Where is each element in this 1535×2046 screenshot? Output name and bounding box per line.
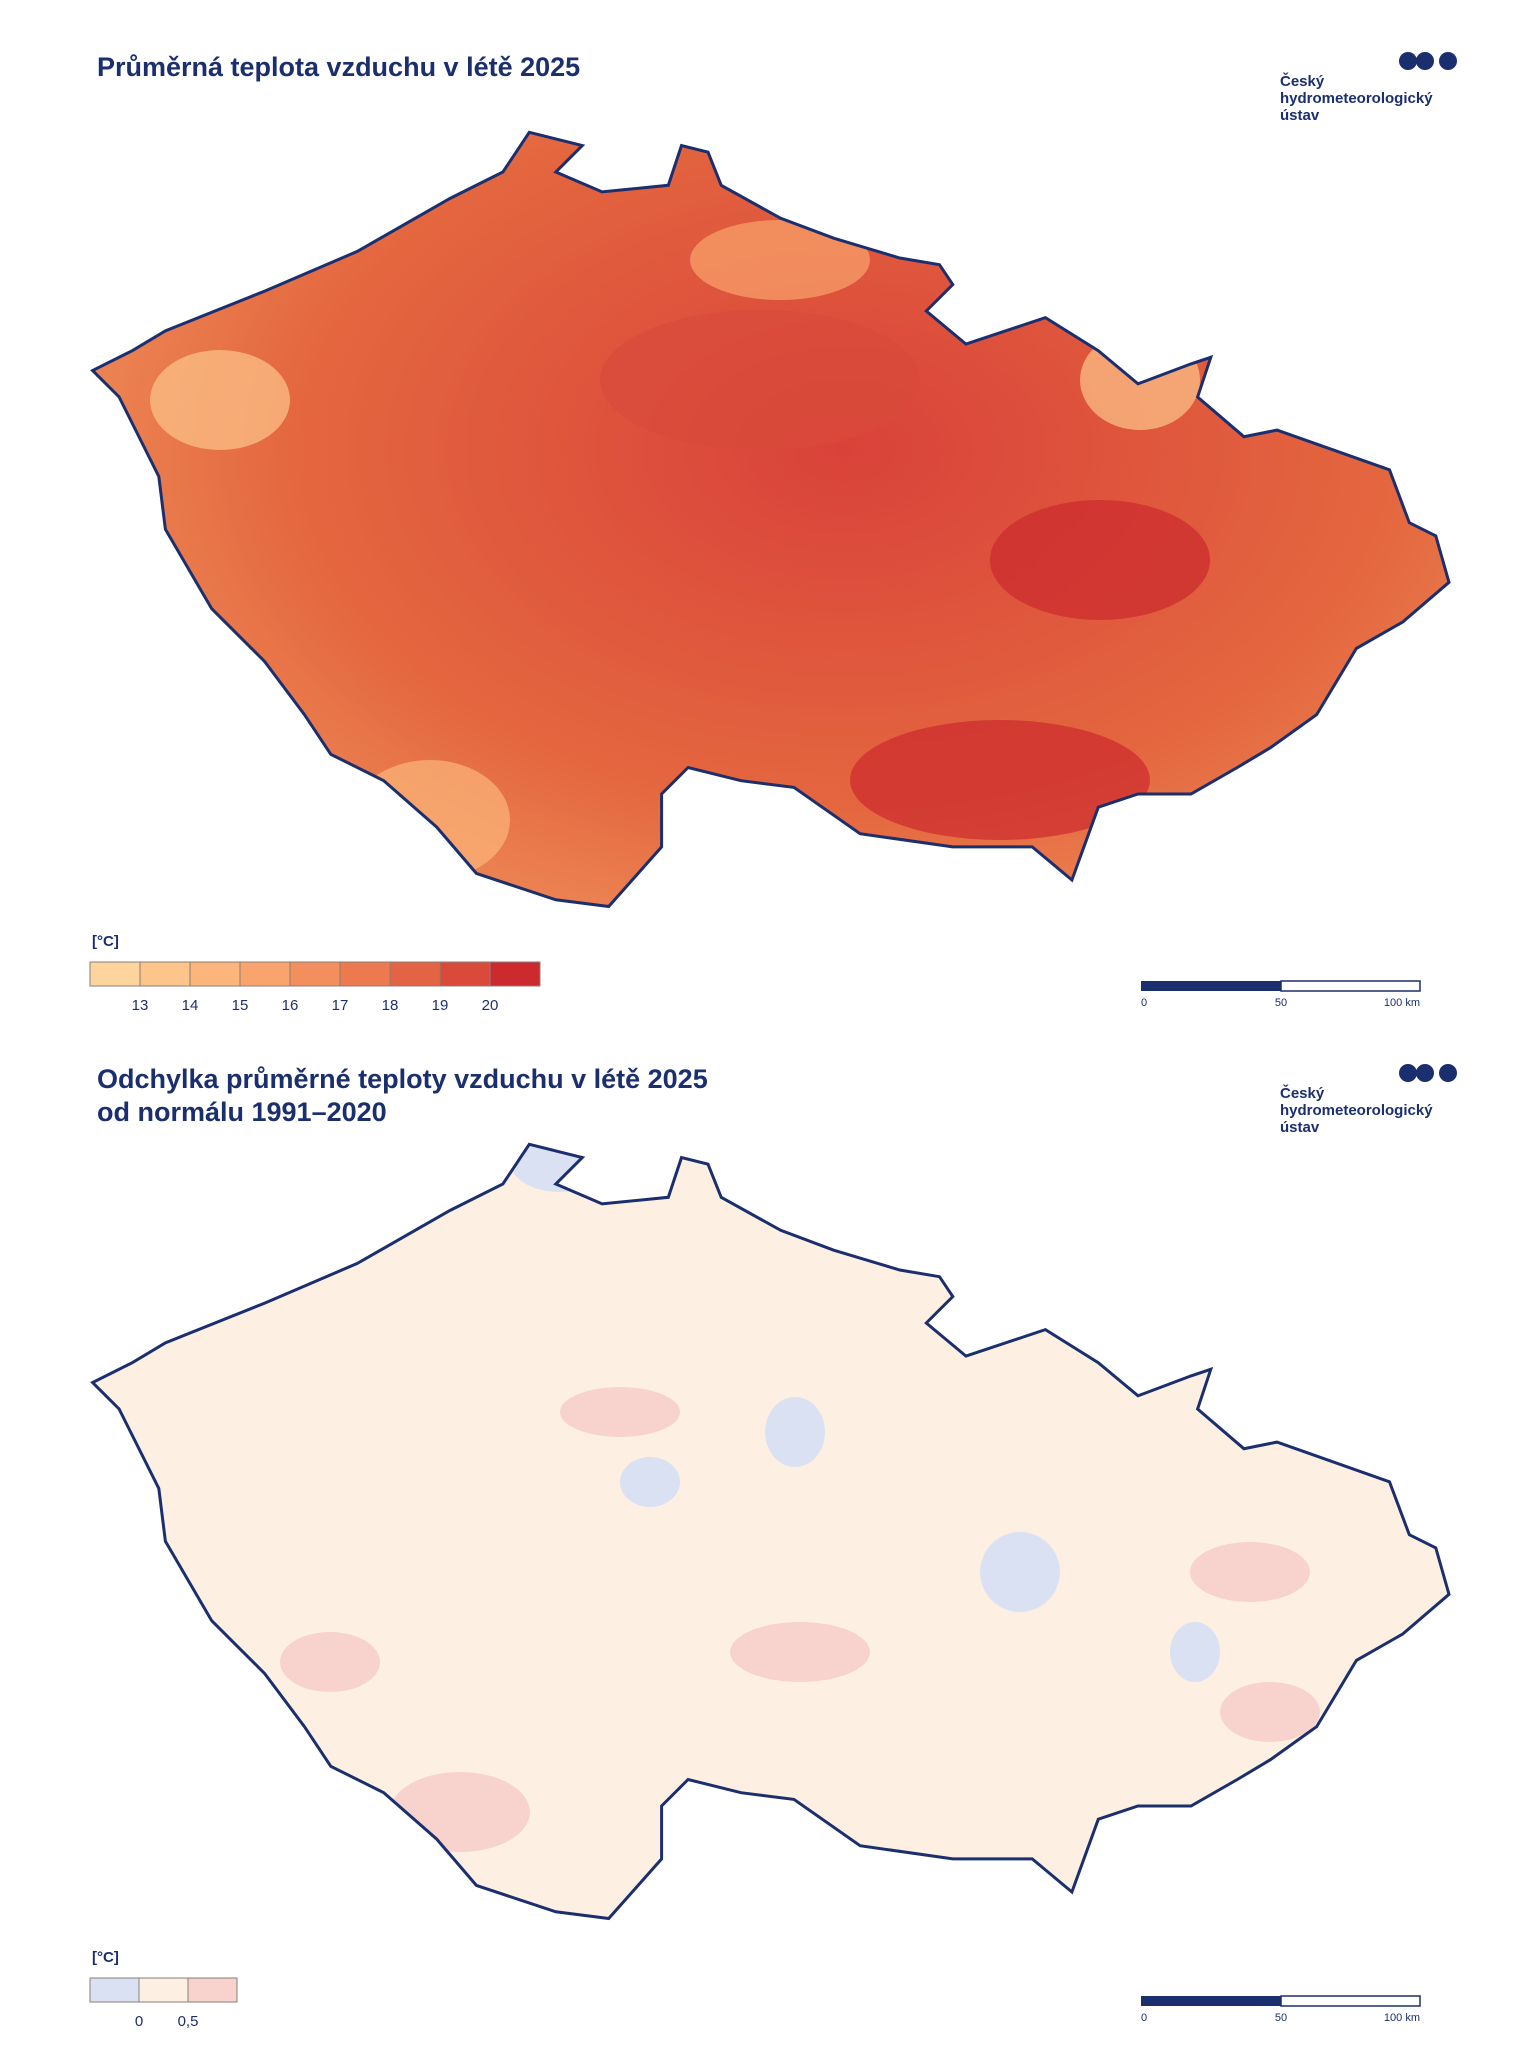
legend-label: 14 — [182, 997, 199, 1014]
scale-bar-label: 0 — [1141, 997, 1147, 1009]
legend-swatch — [139, 961, 191, 987]
logo-mark — [1399, 52, 1417, 70]
map-fill — [92, 132, 1450, 907]
map-zone — [980, 1532, 1060, 1612]
scale-bar-light — [1280, 1995, 1421, 2007]
map-zone — [165, 1707, 215, 1757]
map-zone — [150, 350, 290, 450]
map — [90, 1142, 1451, 1921]
legend-swatch — [187, 1977, 238, 2003]
logo-text: ústav — [1280, 107, 1320, 124]
map-zone — [280, 1632, 380, 1692]
logo-mark — [1416, 1064, 1434, 1082]
panel-title: Odchylka průměrné teploty vzduchu v létě… — [97, 1064, 708, 1094]
legend-swatch — [389, 961, 441, 987]
scale-bar-label: 0 — [1141, 2012, 1147, 2024]
legend-label: 0,5 — [178, 2013, 199, 2030]
legend-label: 0 — [135, 2013, 143, 2030]
logo-text: hydrometeorologický — [1280, 1102, 1433, 1119]
legend-label: 16 — [282, 997, 299, 1014]
logo-mark — [1439, 52, 1457, 70]
map-border — [90, 1142, 1451, 1921]
logo-mark — [1416, 52, 1434, 70]
legend-label: 13 — [132, 997, 149, 1014]
scale-bar-dark — [1141, 981, 1281, 991]
map-zone — [765, 1397, 825, 1467]
scale-bar-label: 100 km — [1384, 2012, 1420, 2024]
legend-label: 19 — [432, 997, 449, 1014]
map-zone — [1190, 1542, 1310, 1602]
legend-swatch — [439, 961, 491, 987]
logo-text: Český — [1280, 1084, 1325, 1102]
logo-text: ústav — [1280, 1119, 1320, 1136]
legend-swatch — [289, 961, 341, 987]
scale-bar-dark — [1141, 1996, 1281, 2006]
map-fill — [92, 1144, 1450, 1919]
legend-swatch — [138, 1977, 189, 2003]
map-zone — [560, 1387, 680, 1437]
legend-unit: [°C] — [92, 1949, 119, 1966]
map-base — [92, 132, 1450, 907]
map-zone — [600, 310, 920, 450]
map-border — [90, 130, 1451, 909]
map-zone — [1080, 330, 1200, 430]
legend-swatch — [339, 961, 391, 987]
logo-mark — [1439, 1064, 1457, 1082]
map-zone — [690, 220, 870, 300]
map-base — [92, 1144, 1450, 1919]
map-zone — [1220, 1682, 1320, 1742]
scale-bar-light — [1280, 980, 1421, 992]
legend-swatch — [239, 961, 291, 987]
map-zone — [990, 500, 1210, 620]
logo-mark — [1399, 1064, 1417, 1082]
scale-bar-label: 50 — [1275, 2012, 1287, 2024]
legend-label: 15 — [232, 997, 249, 1014]
map — [90, 130, 1451, 909]
scale-bar-label: 50 — [1275, 997, 1287, 1009]
map-zone — [1170, 1622, 1220, 1682]
logo-text: hydrometeorologický — [1280, 90, 1433, 107]
map-zone — [730, 1622, 870, 1682]
map-zone — [850, 720, 1150, 840]
legend-swatch — [189, 961, 241, 987]
legend-label: 18 — [382, 997, 399, 1014]
legend-label: 17 — [332, 997, 349, 1014]
legend-swatch — [489, 961, 541, 987]
scale-bar-label: 100 km — [1384, 997, 1420, 1009]
legend-label: 20 — [482, 997, 499, 1014]
map-zone — [510, 1144, 610, 1192]
map-zone — [390, 1772, 530, 1852]
logo-text: Český — [1280, 72, 1325, 90]
legend-swatch — [89, 961, 141, 987]
map-zone — [620, 1457, 680, 1507]
legend-unit: [°C] — [92, 933, 119, 950]
legend-swatch — [89, 1977, 140, 2003]
panel-title: Průměrná teplota vzduchu v létě 2025 — [97, 52, 580, 82]
panel-title: od normálu 1991–2020 — [97, 1097, 387, 1127]
